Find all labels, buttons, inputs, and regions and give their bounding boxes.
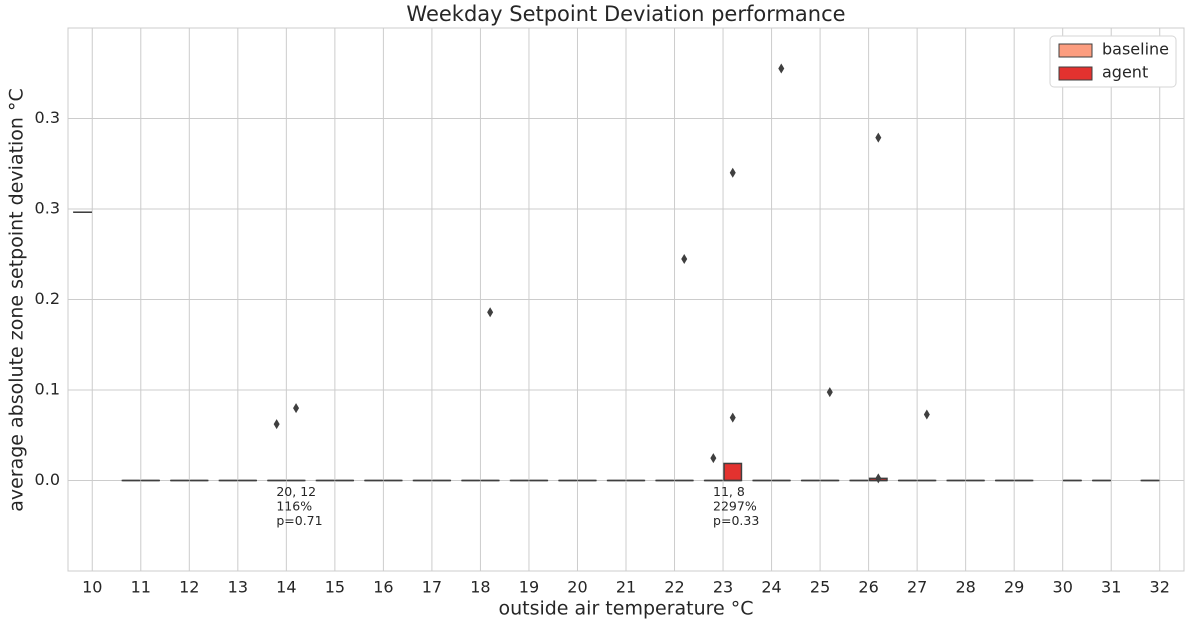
outlier (875, 473, 882, 484)
x-tick-label: 13 (228, 578, 248, 597)
x-axis-label: outside air temperature °C (498, 598, 753, 620)
x-tick-label: 15 (325, 578, 345, 597)
annotation: 116% (276, 499, 312, 514)
outlier (487, 307, 494, 318)
y-tick-label: 0.2 (35, 289, 60, 308)
chart-title: Weekday Setpoint Deviation performance (406, 2, 845, 26)
x-tick-label: 21 (616, 578, 636, 597)
annotation: p=0.71 (276, 513, 322, 528)
outlier (681, 254, 688, 265)
x-tick-label: 23 (713, 578, 733, 597)
plot-frame (67, 27, 1185, 572)
x-tick-label: 19 (519, 578, 539, 597)
y-tick-label: 0.0 (35, 470, 60, 489)
x-tick-label: 25 (810, 578, 830, 597)
outlier (729, 167, 736, 178)
outlier (293, 403, 300, 414)
box (723, 462, 743, 482)
outlier (273, 419, 280, 430)
x-tick-label: 27 (907, 578, 927, 597)
outlier (778, 63, 785, 74)
legend-swatch (1058, 43, 1093, 58)
legend-label: agent (1102, 63, 1148, 82)
x-tick-label: 18 (470, 578, 490, 597)
legend-label: baseline (1102, 40, 1169, 59)
annotation: p=0.33 (713, 513, 759, 528)
x-tick-label: 22 (664, 578, 684, 597)
x-tick-label: 16 (373, 578, 393, 597)
x-tick-label: 11 (131, 578, 151, 597)
y-tick-label: 0.3 (35, 108, 60, 127)
x-tick-label: 31 (1101, 578, 1121, 597)
y-axis-label: average absolute zone setpoint deviation… (6, 88, 28, 512)
annotation: 20, 12 (276, 484, 316, 499)
x-tick-label: 32 (1150, 578, 1170, 597)
outlier (729, 412, 736, 423)
x-tick-label: 12 (179, 578, 199, 597)
x-tick-label: 14 (276, 578, 296, 597)
outlier (923, 409, 930, 420)
outlier (875, 132, 882, 143)
y-tick-label: 0.1 (35, 380, 60, 399)
legend-swatch (1058, 66, 1093, 81)
x-tick-label: 28 (955, 578, 975, 597)
outlier (710, 453, 717, 464)
y-tick-label: 0.3 (35, 199, 60, 218)
x-tick-label: 29 (1004, 578, 1024, 597)
annotation: 2297% (713, 499, 757, 514)
x-tick-label: 20 (567, 578, 587, 597)
x-tick-label: 17 (422, 578, 442, 597)
outlier (826, 387, 833, 398)
annotation: 11, 8 (713, 484, 745, 499)
x-tick-label: 10 (82, 578, 102, 597)
x-tick-label: 24 (761, 578, 781, 597)
x-tick-label: 26 (858, 578, 878, 597)
x-tick-label: 30 (1053, 578, 1073, 597)
